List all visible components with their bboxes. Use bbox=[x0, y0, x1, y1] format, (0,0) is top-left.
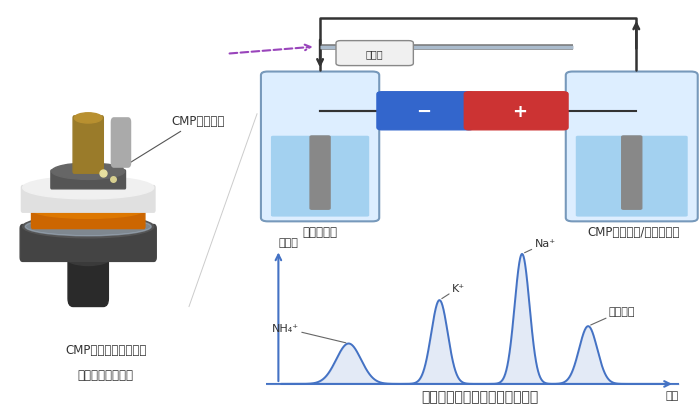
Text: バッファー: バッファー bbox=[302, 225, 337, 238]
FancyBboxPatch shape bbox=[261, 72, 379, 222]
Text: NH₄⁺: NH₄⁺ bbox=[272, 324, 346, 343]
Ellipse shape bbox=[22, 177, 154, 199]
Text: 検出器: 検出器 bbox=[366, 49, 384, 59]
FancyBboxPatch shape bbox=[68, 249, 108, 307]
Text: 吸光度: 吸光度 bbox=[279, 237, 298, 247]
Ellipse shape bbox=[25, 218, 151, 236]
FancyBboxPatch shape bbox=[377, 92, 473, 130]
Ellipse shape bbox=[33, 202, 143, 219]
FancyBboxPatch shape bbox=[73, 117, 104, 174]
Text: +: + bbox=[512, 103, 527, 121]
Circle shape bbox=[196, 49, 216, 60]
FancyBboxPatch shape bbox=[22, 186, 155, 213]
FancyBboxPatch shape bbox=[576, 136, 687, 217]
Text: CMPスラリー: CMPスラリー bbox=[112, 115, 225, 174]
Text: CMPスラリー/バッファー: CMPスラリー/バッファー bbox=[588, 225, 680, 238]
Ellipse shape bbox=[74, 113, 102, 124]
Ellipse shape bbox=[66, 249, 111, 266]
Text: K⁺: K⁺ bbox=[442, 283, 465, 299]
Text: Na⁺: Na⁺ bbox=[524, 238, 556, 253]
FancyBboxPatch shape bbox=[20, 225, 156, 262]
FancyBboxPatch shape bbox=[51, 171, 125, 189]
FancyBboxPatch shape bbox=[336, 42, 413, 66]
Text: スラリー中の陽イオン分析結果: スラリー中の陽イオン分析結果 bbox=[421, 389, 538, 403]
Text: CMPスラリーのイオン分析: CMPスラリーのイオン分析 bbox=[416, 247, 529, 261]
Text: 時間: 時間 bbox=[666, 390, 679, 400]
FancyBboxPatch shape bbox=[566, 72, 698, 222]
Text: CMPスラリーの凝集は: CMPスラリーの凝集は bbox=[65, 343, 146, 356]
Ellipse shape bbox=[52, 164, 125, 180]
FancyBboxPatch shape bbox=[310, 137, 330, 210]
Ellipse shape bbox=[22, 216, 154, 238]
Text: アミン類: アミン類 bbox=[591, 306, 636, 325]
FancyBboxPatch shape bbox=[32, 209, 145, 229]
FancyBboxPatch shape bbox=[111, 119, 130, 168]
FancyBboxPatch shape bbox=[464, 92, 568, 130]
Text: −: − bbox=[416, 103, 431, 121]
Text: ウェーハに悪影響: ウェーハに悪影響 bbox=[78, 368, 134, 381]
FancyBboxPatch shape bbox=[271, 136, 369, 217]
FancyBboxPatch shape bbox=[622, 137, 642, 210]
